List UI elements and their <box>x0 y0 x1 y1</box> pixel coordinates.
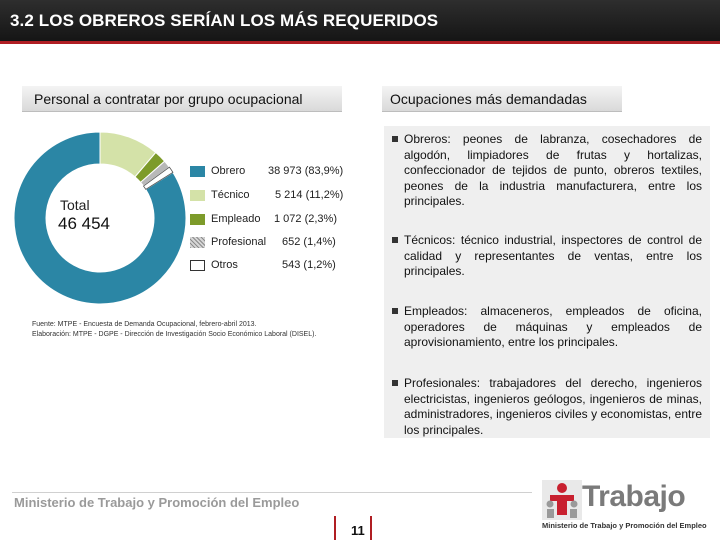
occupation-text: Técnicos: técnico industrial, inspectore… <box>404 233 702 278</box>
occupation-item-empleados: Empleados: almaceneros, empleados de ofi… <box>392 304 702 351</box>
total-value: 46 454 <box>58 214 110 233</box>
page-number: 11 <box>351 523 365 538</box>
logo-subtitle: Ministerio de Trabajo y Promoción del Em… <box>542 521 707 530</box>
legend-value: 1 072 (2,3%) <box>274 213 337 225</box>
chart-section-header: Personal a contratar por grupo ocupacion… <box>22 86 342 112</box>
occupation-text: Obreros: peones de labranza, cosechadore… <box>404 132 702 208</box>
legend-name: Obrero <box>211 165 246 177</box>
legend-swatch-obrero <box>190 166 205 177</box>
bullet-icon <box>392 237 398 243</box>
page-number-box <box>334 516 372 540</box>
legend-swatch-tecnico <box>190 190 205 201</box>
donut-slice-obrero <box>13 131 187 305</box>
logo-word: Trabajo <box>582 480 686 513</box>
bullet-icon <box>392 380 398 386</box>
legend-swatch-empleado <box>190 214 205 225</box>
total-label: Total <box>60 197 90 213</box>
donut-chart-svg <box>13 131 187 305</box>
trabajo-logo: Trabajo Ministerio de Trabajo y Promoció… <box>540 480 707 536</box>
people-logo-icon <box>542 480 582 520</box>
legend-name: Otros <box>211 259 238 271</box>
legend-value: 5 214 (11,2%) <box>275 189 344 201</box>
bullet-icon <box>392 308 398 314</box>
legend-name: Empleado <box>211 213 261 225</box>
occupations-section-header: Ocupaciones más demandadas <box>382 86 622 112</box>
legend-name: Profesional <box>211 236 267 248</box>
legend-swatch-profesional <box>190 237 205 248</box>
legend-swatch-otros <box>190 260 205 271</box>
occupations-panel: Obreros: peones de labranza, cosechadore… <box>384 126 710 438</box>
ministry-name: Ministerio de Trabajo y Promoción del Em… <box>14 495 300 510</box>
legend-value: 38 973 (83,9%) <box>268 165 344 177</box>
occupation-item-obreros: Obreros: peones de labranza, cosechadore… <box>392 132 702 210</box>
occupation-item-profesionales: Profesionales: trabajadores del derecho,… <box>392 376 702 438</box>
page-title: 3.2 LOS OBREROS SERÍAN LOS MÁS REQUERIDO… <box>10 11 439 30</box>
bullet-icon <box>392 136 398 142</box>
elaboration-line: Elaboración: MTPE - DGPE - Dirección de … <box>32 331 317 338</box>
occupation-text: Profesionales: trabajadores del derecho,… <box>404 376 702 437</box>
donut-slice-otros <box>142 166 174 190</box>
legend-value: 543 (1,2%) <box>282 259 336 271</box>
donut-chart <box>10 128 190 308</box>
title-bar: 3.2 LOS OBREROS SERÍAN LOS MÁS REQUERIDO… <box>0 0 720 44</box>
occupation-text: Empleados: almaceneros, empleados de ofi… <box>404 304 702 349</box>
legend-name: Técnico <box>211 189 250 201</box>
footer-divider <box>12 492 532 493</box>
legend-value: 652 (1,4%) <box>282 236 336 248</box>
source-note: Fuente: MTPE - Encuesta de Demanda Ocupa… <box>32 320 372 340</box>
source-line: Fuente: MTPE - Encuesta de Demanda Ocupa… <box>32 321 257 328</box>
occupation-item-tecnicos: Técnicos: técnico industrial, inspectore… <box>392 233 702 280</box>
